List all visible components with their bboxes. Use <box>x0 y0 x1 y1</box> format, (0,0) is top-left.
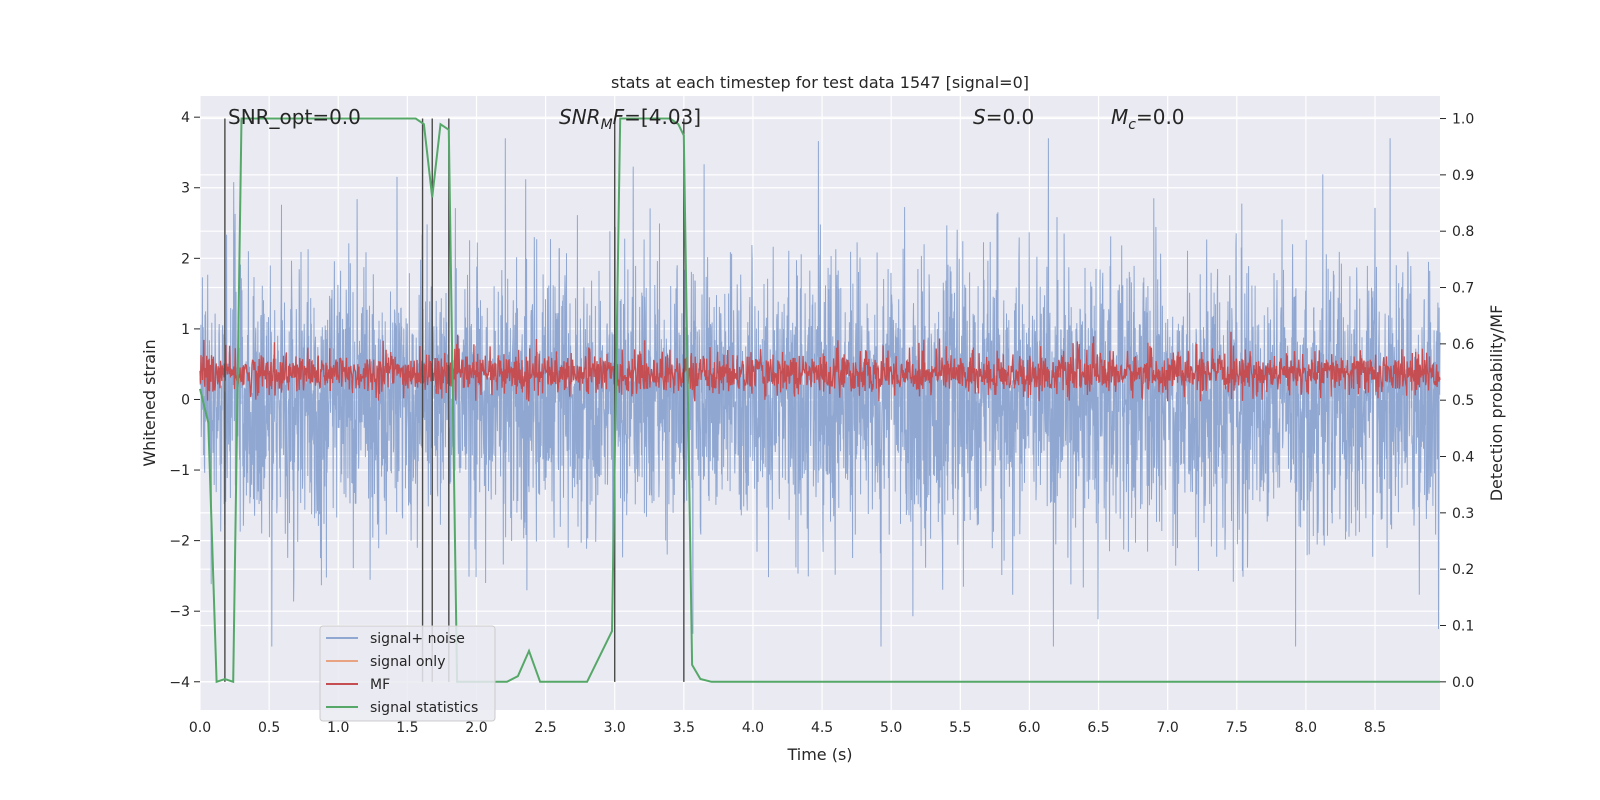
snr-mf-sub: M <box>601 117 613 133</box>
y-tick-label-left: −1 <box>169 463 190 479</box>
y-tick-label-right: 0.8 <box>1452 224 1474 240</box>
snr-mf-italic: SNR <box>559 105 601 129</box>
snr-mf-value: =[4.03] <box>624 105 701 129</box>
y-tick-label-left: −2 <box>169 534 190 550</box>
annotation-snr-mf: SNRMF=[4.03] <box>559 105 701 133</box>
annotation-mc: Mc=0.0 <box>1111 105 1185 133</box>
y-tick-label-right: 0.6 <box>1452 337 1474 353</box>
x-tick-label: 0.0 <box>189 720 211 736</box>
s-value: =0.0 <box>986 105 1035 129</box>
annotation-snr-opt: SNR_opt=0.0 <box>228 105 361 129</box>
x-tick-label: 5.5 <box>949 720 971 736</box>
y-tick-label-right: 0.1 <box>1452 619 1474 635</box>
annotation-s: S=0.0 <box>973 105 1034 129</box>
y-tick-label-left: 1 <box>181 322 190 338</box>
y-tick-label-right: 0.9 <box>1452 168 1474 184</box>
y-axis-label-right: Detection probability/MF <box>1487 305 1506 502</box>
chart-title: stats at each timestep for test data 154… <box>611 73 1029 92</box>
y-tick-label-left: 3 <box>181 181 190 197</box>
x-tick-label: 3.5 <box>673 720 695 736</box>
y-tick-label-left: −4 <box>169 675 190 691</box>
y-tick-label-left: −3 <box>169 604 190 620</box>
y-tick-label-right: 0.0 <box>1452 675 1474 691</box>
x-tick-label: 8.0 <box>1295 720 1317 736</box>
y-tick-label-left: 2 <box>181 251 190 267</box>
snr-mf-tail: F <box>613 105 625 129</box>
y-tick-label-left: 4 <box>181 110 190 126</box>
x-tick-label: 8.5 <box>1364 720 1386 736</box>
x-tick-label: 7.0 <box>1157 720 1179 736</box>
y-tick-label-right: 0.4 <box>1452 450 1474 466</box>
legend: signal+ noise signal only MF signal stat… <box>319 625 496 722</box>
mf-series <box>199 331 1441 402</box>
noise-line <box>199 138 1441 647</box>
x-tick-label: 6.5 <box>1087 720 1109 736</box>
x-tick-label: 2.5 <box>534 720 556 736</box>
x-tick-label: 4.5 <box>811 720 833 736</box>
y-tick-label-right: 0.7 <box>1452 281 1474 297</box>
y-tick-label-left: 0 <box>181 392 190 408</box>
x-tick-label: 1.5 <box>396 720 418 736</box>
ticks: 0.0 0.5 1.0 1.5 2.0 2.5 3.0 3.5 4.0 4.5 5.0 5.5 6.0 6… <box>169 110 1474 736</box>
y-tick-label-right: 0.2 <box>1452 562 1474 578</box>
x-tick-label: 4.0 <box>742 720 764 736</box>
mc-sub: c <box>1128 117 1136 133</box>
legend-label-stats: signal statistics <box>370 700 478 716</box>
x-tick-label: 1.0 <box>327 720 349 736</box>
y-tick-label-right: 1.0 <box>1452 112 1474 128</box>
mc-italic: M <box>1111 105 1128 129</box>
x-tick-label: 0.5 <box>258 720 280 736</box>
s-italic: S <box>973 105 986 129</box>
x-tick-label: 6.0 <box>1018 720 1040 736</box>
legend-box <box>319 625 496 722</box>
x-axis-label: Time (s) <box>786 745 852 764</box>
x-tick-label: 2.0 <box>465 720 487 736</box>
stats-series <box>199 117 1440 684</box>
signal-statistics-line <box>199 117 1440 684</box>
noise-series <box>199 138 1441 647</box>
mc-value: =0.0 <box>1136 105 1185 129</box>
y-tick-label-right: 0.3 <box>1452 506 1474 522</box>
x-tick-label: 3.0 <box>604 720 626 736</box>
legend-label-mf: MF <box>370 677 390 693</box>
y-axis-label-left: Whitened strain <box>140 339 159 466</box>
y-tick-label-right: 0.5 <box>1452 393 1474 409</box>
mf-line <box>199 331 1441 402</box>
x-tick-label: 5.0 <box>880 720 902 736</box>
x-tick-label: 7.5 <box>1226 720 1248 736</box>
legend-label-noise: signal+ noise <box>370 631 465 647</box>
legend-label-signal-only: signal only <box>370 654 445 670</box>
